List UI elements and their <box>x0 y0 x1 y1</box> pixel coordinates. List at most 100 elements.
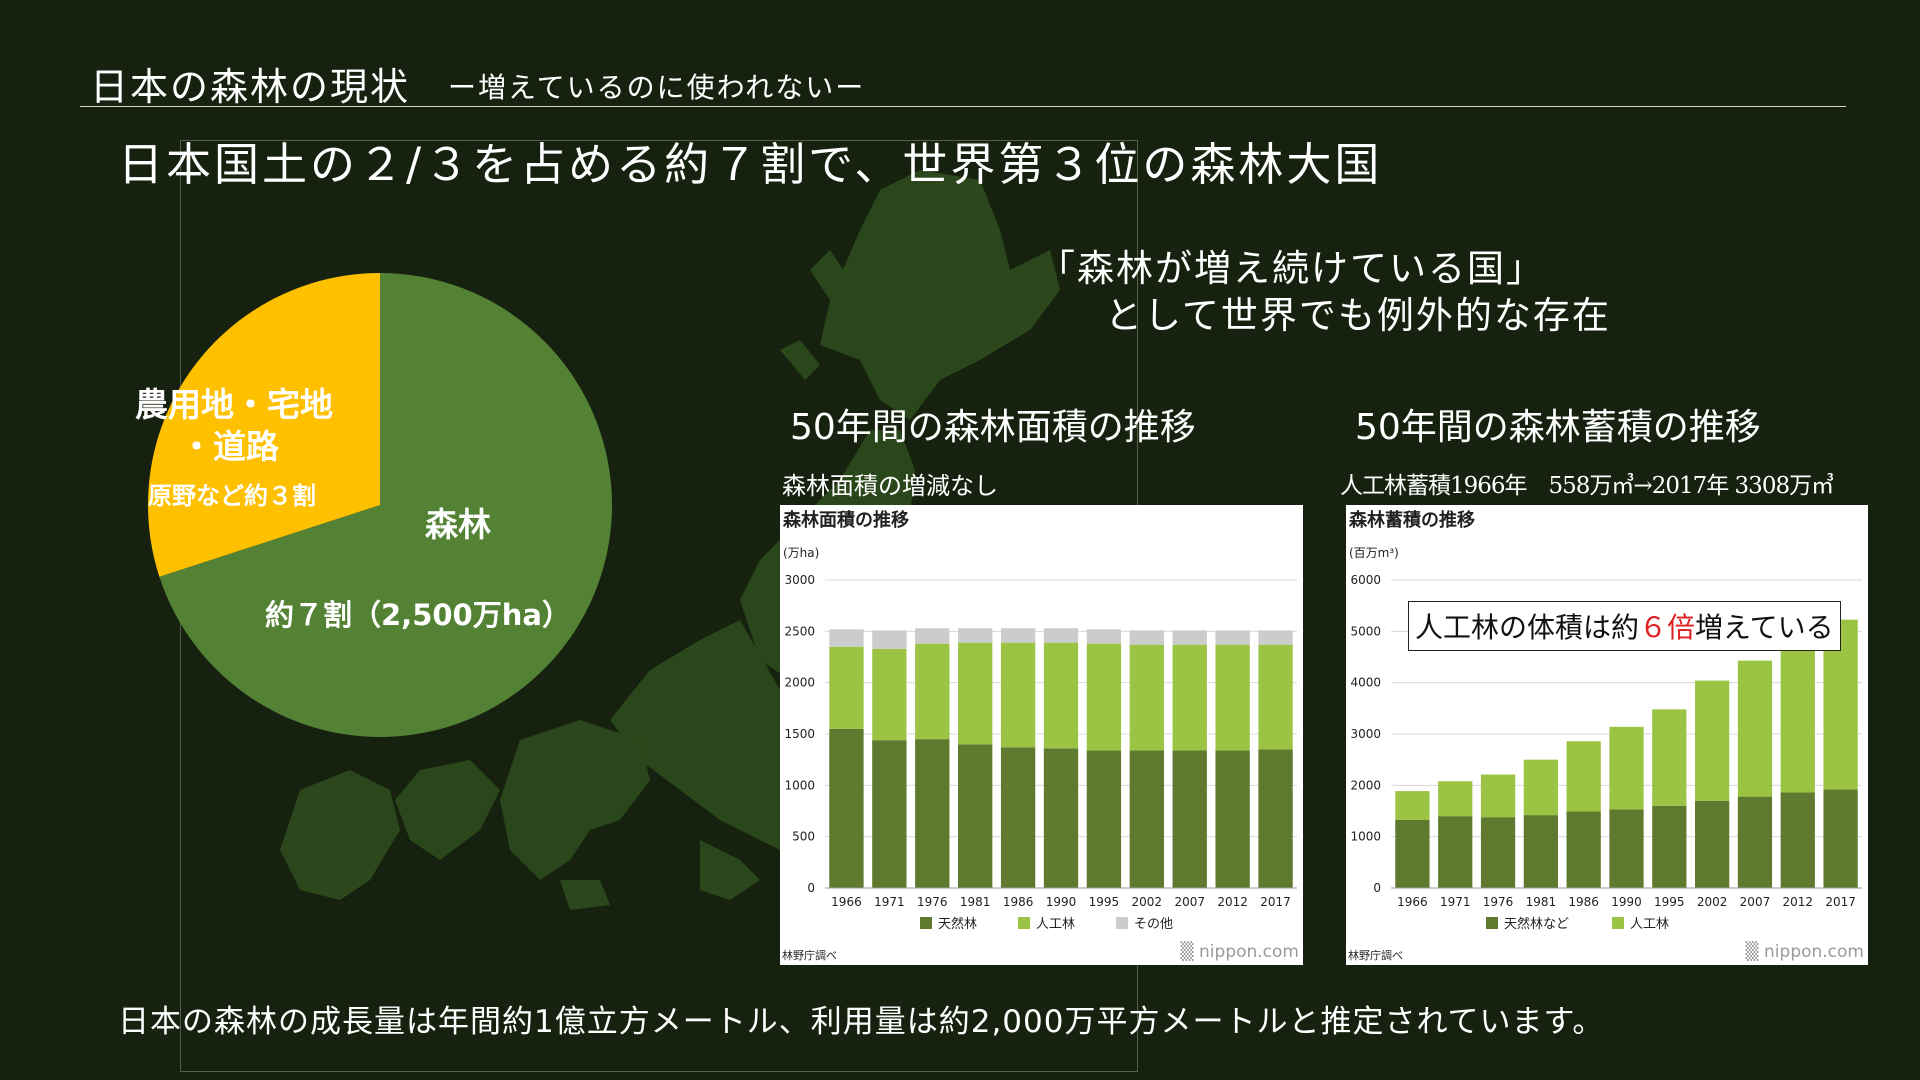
x-tick-label: 1995 <box>1089 895 1120 909</box>
bar-segment <box>1523 759 1558 816</box>
quote-line-1: 「森林が増え続けている国」 <box>1038 247 1545 290</box>
bar-segment <box>1000 642 1036 748</box>
bar-segment <box>1395 791 1430 820</box>
x-tick-label: 2017 <box>1825 895 1856 909</box>
x-tick-label: 2002 <box>1132 895 1163 909</box>
forest-stock-note: 人工林蓄積1966年 558万㎥→2017年 3308万㎥ <box>1340 473 1834 499</box>
bar-segment <box>1043 628 1079 643</box>
source-label: 林野庁調べ <box>1348 948 1403 962</box>
bar-segment <box>1172 750 1207 888</box>
bar-segment <box>1780 792 1815 888</box>
x-tick-label: 1971 <box>1440 895 1471 909</box>
legend-label: その他 <box>1134 917 1173 932</box>
bar-segment <box>1566 811 1601 888</box>
y-tick-label: 1000 <box>784 778 815 792</box>
bar-segment <box>1043 748 1079 888</box>
bar-segment <box>1000 628 1036 643</box>
legend-label: 天然林など <box>1504 916 1569 932</box>
x-tick-label: 1995 <box>1654 895 1685 909</box>
bar-segment <box>1652 709 1687 806</box>
x-tick-label: 1966 <box>831 895 862 909</box>
pie-label-forest-share: 約７割（2,500万ha） <box>265 598 571 632</box>
bar-segment <box>1172 644 1207 751</box>
bar-segment <box>1215 644 1250 751</box>
bar-segment <box>1172 630 1207 645</box>
land-use-pie-chart <box>147 273 612 737</box>
callout-text-post: 増えている <box>1695 611 1834 644</box>
chart-title: 森林蓄積の推移 <box>1349 509 1475 531</box>
y-axis-unit: (万ha) <box>783 546 819 560</box>
legend-label: 天然林 <box>938 916 977 932</box>
bar-segment <box>1523 815 1558 888</box>
bar-segment <box>1823 789 1858 888</box>
quote-line-2: として世界でも例外的な存在 <box>1105 294 1611 337</box>
bar-segment <box>1652 805 1687 888</box>
bar-segment <box>1780 636 1815 793</box>
bar-segment <box>1215 750 1250 888</box>
bar-segment <box>1000 747 1036 888</box>
bar-segment <box>1129 750 1164 888</box>
bar-segment <box>1438 816 1473 888</box>
forest-stock-heading: 50年間の森林蓄積の推移 <box>1355 407 1761 448</box>
bar-segment <box>829 646 864 729</box>
pie-label-other-2: ・道路 <box>180 427 279 466</box>
forest-stock-chart: 森林蓄積の推移 (百万m³) 0 1000 2000 3000 4000 5000 6000 19… <box>1348 509 1864 962</box>
x-tick-label: 1986 <box>1568 895 1599 909</box>
x-tick-label: 1976 <box>1483 895 1514 909</box>
bar-segment <box>829 728 864 888</box>
footer-note: 日本の森林の成長量は年間約1億立方メートル、利用量は約2,000万平方メートルと… <box>118 1004 1605 1040</box>
legend-label: 人工林 <box>1036 917 1075 932</box>
y-tick-label: 2500 <box>784 624 815 638</box>
legend-swatch <box>1612 917 1624 929</box>
x-tick-label: 1981 <box>960 895 991 909</box>
bar-segment <box>1737 660 1773 797</box>
bar-segment <box>1258 749 1293 888</box>
bar-segment <box>1695 680 1730 801</box>
y-tick-label: 0 <box>1373 881 1381 895</box>
bar-segment <box>915 739 950 888</box>
forest-area-chart-panel: 森林面積の推移 (万ha) 0 500 1000 1500 2000 2500 3000 1966… <box>780 505 1303 965</box>
bar-segment <box>1695 800 1730 888</box>
nippon-credit: ▒ nippon.com <box>1746 941 1864 962</box>
headline: 日本国土の２/３を占める約７割で、世界第３位の森林大国 <box>118 138 1383 191</box>
legend-swatch <box>1018 917 1030 929</box>
bar-segment <box>1566 741 1601 812</box>
legend-swatch <box>920 917 932 929</box>
pie-slice-other <box>147 273 380 577</box>
y-axis-unit: (百万m³) <box>1349 546 1399 560</box>
forest-area-heading: 50年間の森林面積の推移 <box>790 407 1196 448</box>
callout-multiplier: ６倍 <box>1639 611 1696 644</box>
source-label: 林野庁調べ <box>782 948 837 962</box>
callout-text-pre: 人工林の体積は約 <box>1415 611 1640 644</box>
bar-segment <box>1086 750 1122 888</box>
bar-segment <box>872 630 907 649</box>
bar-segment <box>1480 774 1516 818</box>
chart-title: 森林面積の推移 <box>783 509 909 531</box>
pie-label-other-1: 農用地・宅地 <box>135 385 333 424</box>
x-tick-label: 1976 <box>917 895 948 909</box>
x-tick-label: 2002 <box>1697 895 1728 909</box>
x-tick-label: 1986 <box>1003 895 1034 909</box>
bar-segment <box>1480 817 1516 888</box>
x-tick-label: 2017 <box>1260 895 1291 909</box>
forest-stock-chart-panel: 森林蓄積の推移 (百万m³) 0 1000 2000 3000 4000 5000 6000 19… <box>1346 505 1868 965</box>
slide-subtitle: ー増えているのに使われないー <box>448 71 866 104</box>
stock-increase-callout: 人工林の体積は約６倍増えている <box>1408 601 1841 651</box>
bar-segment <box>958 642 993 745</box>
x-tick-label: 1990 <box>1046 895 1077 909</box>
y-tick-label: 4000 <box>1350 676 1381 690</box>
forest-area-note: 森林面積の増減なし <box>782 472 998 500</box>
legend-swatch <box>1486 917 1498 929</box>
bar-segment <box>1129 644 1164 751</box>
forest-area-chart: 森林面積の推移 (万ha) 0 500 1000 1500 2000 2500 3000 1966… <box>782 509 1299 962</box>
bar-segment <box>1215 630 1250 645</box>
bar-segment <box>1737 796 1773 888</box>
bar-segment <box>1609 726 1644 810</box>
slide-title: 日本の森林の現状 <box>90 65 411 109</box>
y-tick-label: 3000 <box>1350 727 1381 741</box>
title-divider <box>80 106 1846 107</box>
y-tick-label: 1500 <box>784 727 815 741</box>
nippon-credit: ▒ nippon.com <box>1181 941 1299 962</box>
pie-label-other-3: 原野など約３割 <box>148 482 316 510</box>
pie-slice-forest <box>159 273 612 737</box>
